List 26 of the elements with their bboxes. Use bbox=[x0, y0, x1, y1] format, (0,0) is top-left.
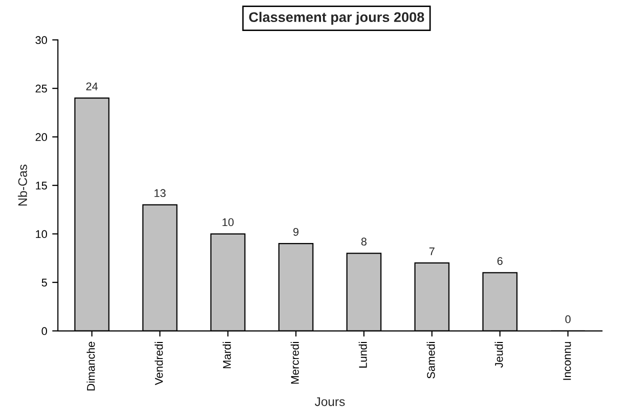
data-label: 0 bbox=[565, 315, 571, 324]
x-tick-label: Vendredi bbox=[154, 342, 163, 386]
y-tick-label: 30 bbox=[36, 36, 48, 44]
data-label: 9 bbox=[293, 228, 298, 236]
data-label: 13 bbox=[154, 189, 166, 198]
y-axis-title: Nb-Cas bbox=[18, 164, 28, 206]
y-tick-label: 20 bbox=[36, 133, 48, 142]
data-label: 8 bbox=[361, 238, 367, 246]
x-tick-label: Mardi bbox=[222, 342, 231, 368]
x-axis-title: Jours bbox=[314, 397, 345, 406]
data-label: 10 bbox=[222, 218, 234, 226]
y-tick-label: 15 bbox=[36, 182, 47, 190]
data-label: 7 bbox=[429, 247, 434, 256]
y-tick-label: 0 bbox=[42, 327, 48, 336]
x-tick-label: Samedi bbox=[426, 342, 435, 378]
y-tick-label: 25 bbox=[36, 84, 47, 93]
y-tick-label: 10 bbox=[36, 230, 48, 238]
data-label: 6 bbox=[497, 257, 503, 265]
x-tick-label: Mercredi bbox=[290, 342, 299, 384]
y-tick-label: 5 bbox=[42, 278, 47, 287]
x-tick-label: Inconnu bbox=[563, 342, 571, 380]
x-tick-label: Dimanche bbox=[86, 342, 95, 390]
x-tick-label: Jeudi bbox=[494, 342, 503, 368]
x-tick-label: Lundi bbox=[358, 342, 367, 368]
data-label: 24 bbox=[86, 82, 98, 90]
chart-title: Classement par jours 2008 bbox=[249, 12, 424, 25]
